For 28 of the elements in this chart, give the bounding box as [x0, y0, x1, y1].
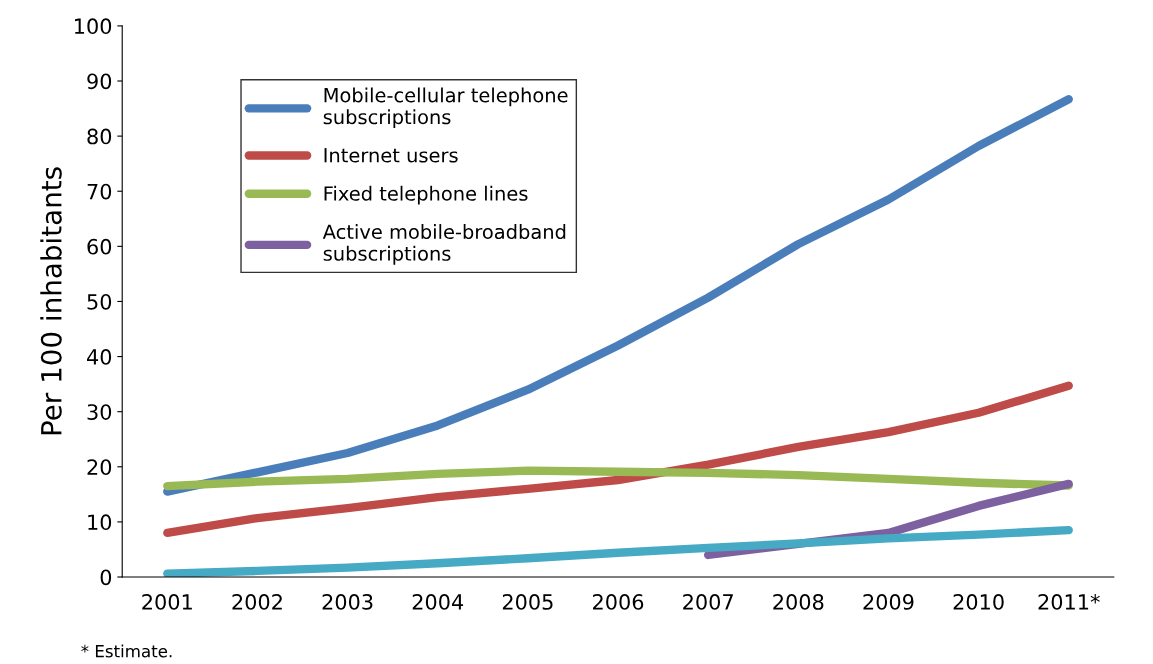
- y-tick-label: 10: [88, 514, 112, 531]
- y-tick-label: 20: [87, 459, 112, 475]
- x-tick-label: 2008: [773, 594, 824, 610]
- y-tick-label: 90: [87, 73, 112, 90]
- x-tick-label: 2009: [863, 594, 914, 610]
- text: * Estimate.: [81, 644, 172, 658]
- y-axis-title: Per 100 inhabitants: [40, 167, 62, 435]
- x-tick-label: 2004: [412, 594, 464, 610]
- y-tick-label: 50: [87, 293, 112, 310]
- x-tick-label: 2001: [142, 594, 192, 610]
- legend-label: Active mobile-broadband subscriptions: [322, 224, 566, 265]
- legend-label: Fixed telephone lines: [324, 185, 528, 205]
- x-tick-label: 2005: [502, 594, 553, 610]
- y-tick-label: 0: [100, 569, 112, 586]
- x-tick-label: 2002: [232, 594, 282, 610]
- y-tick-label: 40: [87, 349, 112, 365]
- x-tick-label: 2007: [683, 594, 733, 610]
- x-tick-label: 2006: [593, 594, 644, 610]
- x-tick-label: 2011*: [1038, 594, 1100, 610]
- x-tick-label: 2003: [322, 594, 373, 610]
- x-tick-label: 2010: [953, 594, 1004, 610]
- y-tick-label: 30: [87, 404, 112, 420]
- legend-label: Mobile-cellular telephone subscriptions: [323, 87, 568, 129]
- y-tick-label: 100: [75, 18, 112, 35]
- legend-label: Internet users: [324, 148, 458, 163]
- y-tick-label: 70: [87, 183, 112, 200]
- y-tick-label: 60: [87, 238, 112, 255]
- y-tick-label: 80: [87, 128, 112, 145]
